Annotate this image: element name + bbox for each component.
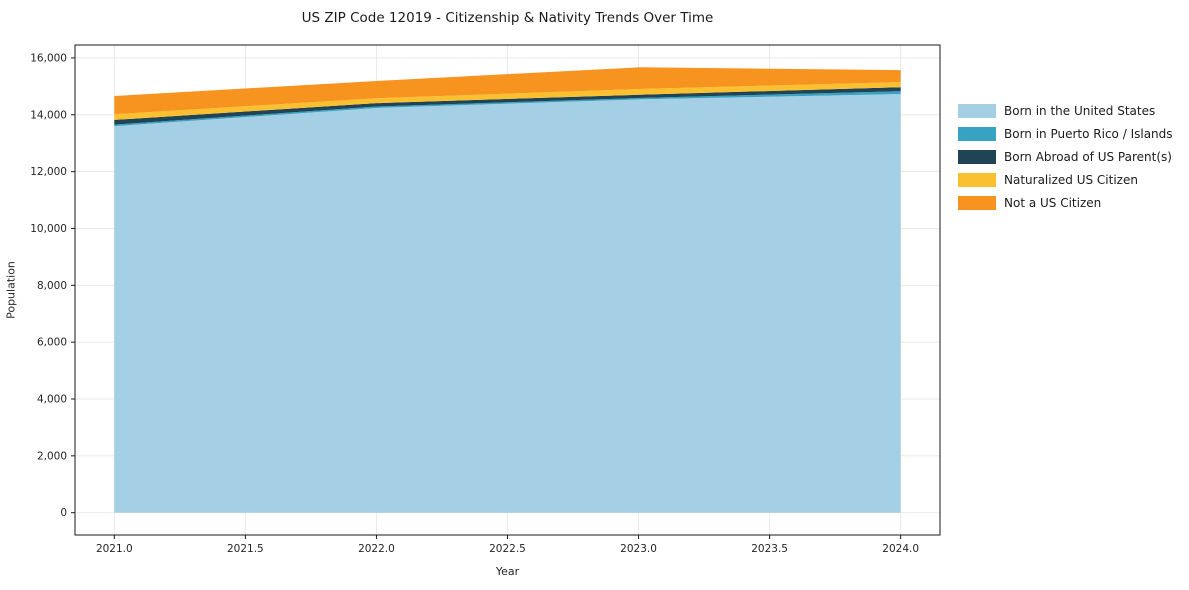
x-tick-label: 2022.5 [489, 543, 526, 555]
legend: Born in the United States Born in Puerto … [958, 104, 1173, 210]
legend-swatch [958, 104, 996, 118]
x-axis-label: Year [495, 565, 520, 578]
y-tick-label: 0 [60, 507, 67, 519]
area-series-not-a-us-citizen [114, 67, 901, 115]
area-series-born-in-puerto-rico-islands [114, 91, 901, 127]
legend-swatch [958, 196, 996, 210]
x-tick-label: 2023.0 [620, 543, 657, 555]
area-series-naturalized-us-citizen [114, 82, 901, 120]
chart-title: US ZIP Code 12019 - Citizenship & Nativi… [301, 10, 714, 26]
x-tick-label: 2023.5 [751, 543, 788, 555]
legend-item: Naturalized US Citizen [958, 173, 1173, 187]
legend-swatch [958, 127, 996, 141]
legend-item: Born in the United States [958, 104, 1173, 118]
legend-label: Not a US Citizen [1004, 196, 1102, 210]
y-axis-label: Population [4, 261, 18, 319]
legend-item: Born in Puerto Rico / Islands [958, 127, 1173, 141]
legend-label: Born in Puerto Rico / Islands [1004, 127, 1173, 141]
area-series-born-abroad-of-us-parent-s- [114, 87, 901, 125]
legend-item: Not a US Citizen [958, 196, 1173, 210]
y-tick-label: 10,000 [30, 223, 67, 235]
x-tick-label: 2021.0 [96, 543, 133, 555]
legend-item: Born Abroad of US Parent(s) [958, 150, 1173, 164]
y-tick-label: 8,000 [37, 280, 67, 292]
legend-label: Born in the United States [1004, 104, 1156, 118]
x-tick-label: 2022.0 [358, 543, 395, 555]
y-tick-label: 12,000 [30, 166, 67, 178]
y-tick-label: 2,000 [37, 450, 67, 462]
area-series-born-in-the-united-states [114, 94, 901, 513]
legend-swatch [958, 150, 996, 164]
y-tick-label: 14,000 [30, 109, 67, 121]
x-tick-label: 2021.5 [227, 543, 264, 555]
y-tick-label: 4,000 [37, 393, 67, 405]
y-tick-label: 16,000 [30, 52, 67, 64]
legend-swatch [958, 173, 996, 187]
y-tick-label: 6,000 [37, 337, 67, 349]
legend-label: Naturalized US Citizen [1004, 173, 1138, 187]
x-tick-label: 2024.0 [882, 543, 919, 555]
legend-label: Born Abroad of US Parent(s) [1004, 150, 1172, 164]
